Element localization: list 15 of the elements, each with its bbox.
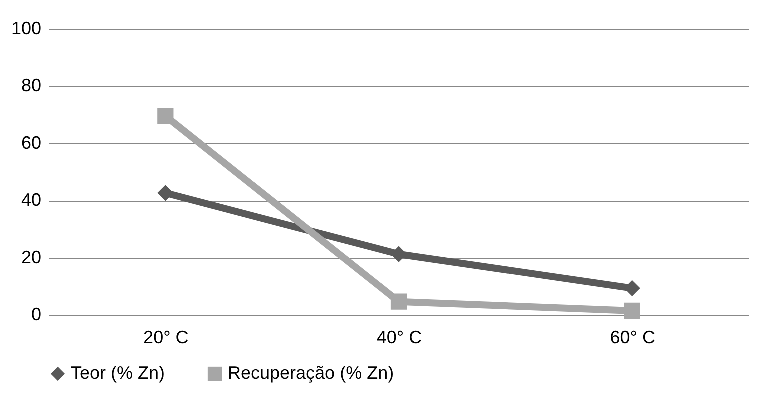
y-tick-label: 80 [21,76,42,96]
x-tick-label: 60° C [610,328,656,348]
y-tick-label: 0 [31,304,42,324]
y-tick-label: 100 [11,18,42,38]
legend-label: Recuperação (% Zn) [228,363,394,383]
point [158,108,174,124]
point [624,302,640,320]
point [390,294,408,310]
y-tick-label: 20 [21,247,42,268]
point [158,185,174,202]
y-tick-label: 40 [21,190,42,210]
x-tick-label: 40° C [376,328,422,348]
legend-label: Teor (% Zn) [71,363,166,383]
y-tick-label: 60 [21,132,42,153]
x-tick-label: 20° C [144,328,189,348]
